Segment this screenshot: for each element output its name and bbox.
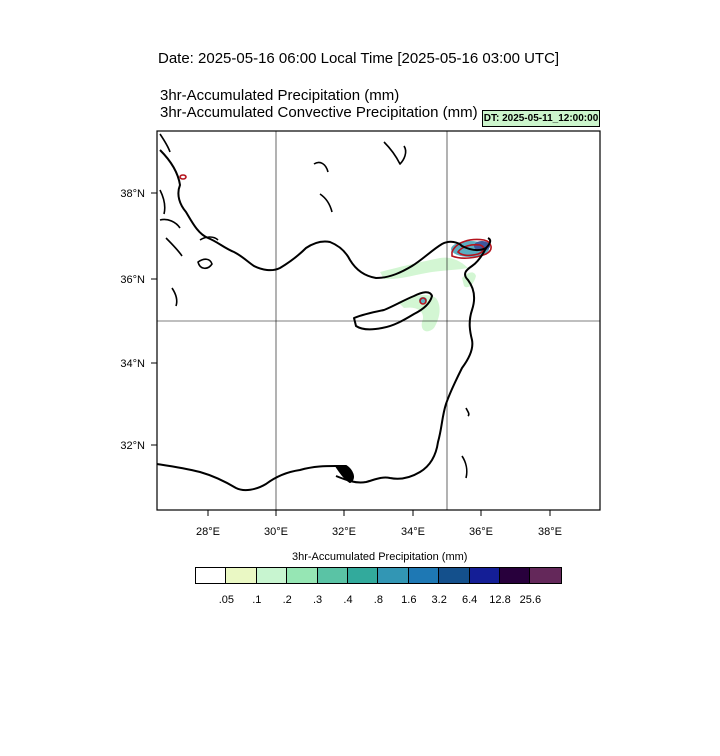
lon-tick-label: 36°E [469,526,493,538]
lon-tick-label: 32°E [332,526,356,538]
colorbar-title: 3hr-Accumulated Precipitation (mm) [292,551,468,563]
colorbar-label: .3 [313,594,323,606]
precip-light-band [380,257,468,280]
lon-tick-label: 34°E [401,526,425,538]
colorbar-label: .8 [373,594,383,606]
title-precipitation: 3hr-Accumulated Precipitation (mm) [160,87,400,104]
colorbar-label: .4 [343,594,353,606]
convective-contours [179,174,492,305]
island-aegean-2 [197,258,213,270]
coastline-levant [335,247,487,484]
island-crete-area [159,218,181,229]
island-east-small-2 [465,407,470,417]
colorbar-swatch [317,568,348,583]
colorbar-label: 25.6 [519,594,542,606]
dt-label: DT: 2025-05-11_12:00:00 [483,113,599,124]
coastline-egypt [156,463,337,492]
lat-tick-label: 38°N [120,188,145,200]
dt-label-box: DT: 2025-05-11_12:00:00 [482,110,600,127]
colorbar-label: .2 [282,594,292,606]
colorbar-label: .1 [252,594,262,606]
colorbar-label: 1.6 [401,594,417,606]
island-aegean-3 [171,287,178,307]
coastlines [156,133,492,492]
coastline-nile-delta [335,465,354,483]
colorbar-label: .05 [218,594,235,606]
coastline-west-aegean [159,133,183,257]
island-north-1 [383,141,407,165]
colorbar [195,567,562,584]
lon-axis [207,510,551,516]
colorbar-swatch [499,568,531,583]
colorbar-swatch [256,568,288,583]
map-plot-area [156,130,601,511]
colorbar-swatch [530,568,561,583]
island-north-2 [313,161,329,173]
colorbar-swatch [226,568,257,583]
island-aegean-1 [199,236,219,241]
coastline-cyprus [353,291,433,331]
coastline-turkey [159,149,492,279]
lat-axis [151,192,157,446]
colorbar-swatch [469,568,500,583]
colorbar-label: 6.4 [461,594,478,606]
convective-contour-aegean [179,174,187,180]
lon-tick-label: 30°E [264,526,288,538]
convective-contour-storm [451,238,492,259]
colorbar-swatch [196,568,227,583]
lat-tick-label: 32°N [120,440,145,452]
colorbar-swatch [287,568,318,583]
colorbar-swatch [378,568,409,583]
gridlines [157,131,600,510]
map-frame [156,130,601,511]
lon-tick-label: 28°E [196,526,220,538]
date-line: Date: 2025-05-16 06:00 Local Time [2025-… [158,50,560,67]
precip-light-band-2 [398,295,440,332]
convective-contour-cyprus [419,297,427,305]
colorbar-swatch [408,568,440,583]
island-north-3 [319,193,333,213]
lon-tick-label: 38°E [538,526,562,538]
colorbar-swatch [439,568,470,583]
lat-tick-label: 36°N [120,274,145,286]
island-east-small [461,455,468,479]
lat-tick-label: 34°N [120,358,145,370]
colorbar-swatch [347,568,379,583]
title-convective-precipitation: 3hr-Accumulated Convective Precipitation… [160,104,478,121]
colorbar-label: 12.8 [489,594,511,606]
colorbar-label: 3.2 [431,594,447,606]
